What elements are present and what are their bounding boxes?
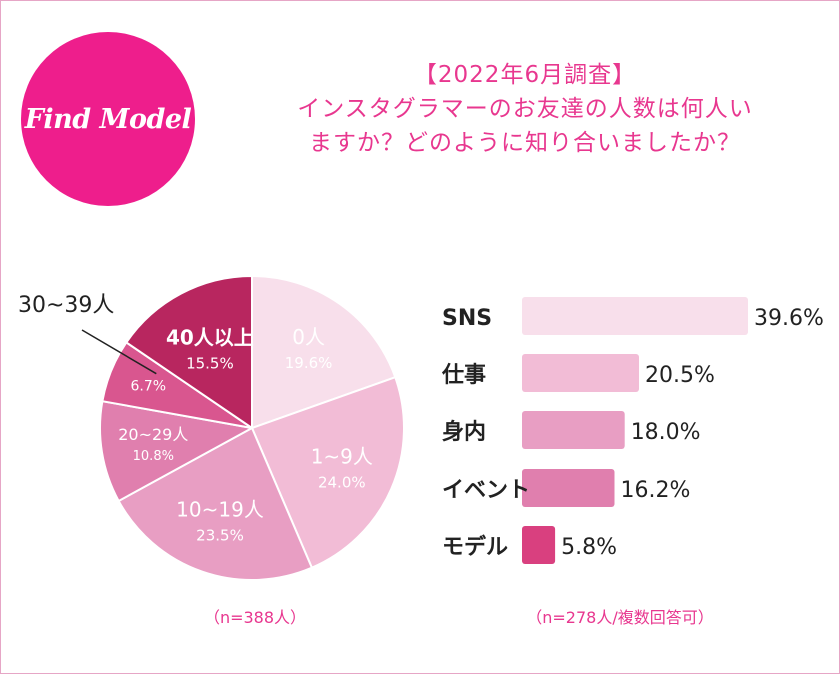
pie-category-label: 1~9人 (311, 444, 373, 468)
bar-category-label: モデル (442, 534, 508, 560)
pie-value-label: 23.5% (196, 527, 244, 545)
bar (522, 526, 556, 564)
chart-title: 【2022年6月調査】 インスタグラマーのお友達の人数は何人い ますか？どのよう… (210, 58, 840, 160)
bar-value-label: 39.6% (754, 306, 824, 331)
pie-slice (117, 426, 314, 581)
bar-category-label: 身内 (442, 419, 486, 445)
logo-text: Find Model (24, 103, 192, 135)
pie-category-label: 20~29人 (118, 425, 188, 444)
bar (522, 411, 625, 449)
pie-slice (250, 375, 405, 570)
pie-leader-line (81, 329, 157, 375)
pie-slice (251, 274, 397, 430)
bar (522, 354, 639, 392)
bar-value-label: 16.2% (621, 478, 691, 503)
bar-category-label: SNS (442, 306, 492, 331)
title-line-2: インスタグラマーのお友達の人数は何人い (297, 96, 753, 122)
pie-chart: 0人 19.6% 1~9人 24.0% 10~19人 23.5% 20~29人 10.8% 6.… (18, 274, 405, 581)
pie-category-label: 10~19人 (176, 498, 264, 522)
bar-category-label: イベント (442, 478, 530, 503)
bar-category-label: 仕事 (441, 362, 486, 388)
pie-category-label: 0人 (292, 325, 325, 349)
title-line-3: ますか？どのように知り合いましたか？ (309, 130, 741, 156)
bar-value-label: 5.8% (561, 535, 617, 560)
pie-value-label: 6.7% (131, 379, 167, 395)
pie-value-label: 15.5% (186, 354, 234, 372)
pie-value-label: 24.0% (318, 473, 366, 491)
find-model-logo: Find Model (21, 32, 195, 206)
bar-chart: SNS 39.6% 仕事 20.5% 身内 18.0% イベント 16.2% モデル 5.8% (441, 297, 824, 564)
bar (522, 469, 615, 507)
pie-value-label: 10.8% (133, 449, 174, 464)
bar-sample-note: （n=278人/複数回答可） (526, 608, 714, 627)
title-line-1: 【2022年6月調査】 (413, 62, 637, 88)
pie-category-label: 40人以上 (166, 325, 254, 349)
bar (522, 297, 748, 335)
pie-slice (124, 274, 253, 430)
pie-value-label: 19.6% (285, 354, 333, 372)
pie-sample-note: （n=388人） (203, 608, 307, 627)
bar-value-label: 20.5% (645, 363, 715, 388)
bar-value-label: 18.0% (631, 420, 701, 445)
pie-slice (99, 400, 255, 503)
pie-external-category-label: 30~39人 (18, 293, 114, 318)
